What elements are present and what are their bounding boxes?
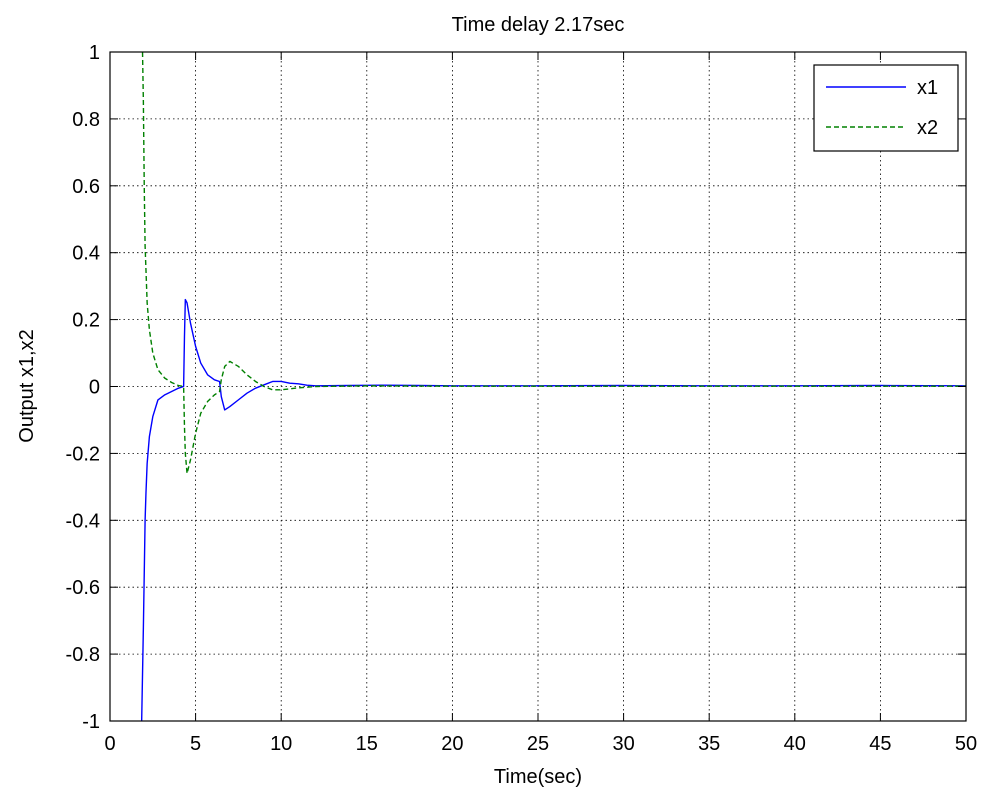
y-axis-title: Output x1,x2: [16, 329, 38, 442]
y-tick-label: -0.4: [66, 510, 100, 532]
x-tick-label: 50: [955, 733, 977, 755]
y-tick-labels: -1 -0.8 -0.6 -0.4 -0.2 0 0.2 0.4 0.6 0.8 1: [66, 42, 100, 733]
y-tick-label: -0.6: [66, 577, 100, 599]
y-tick-label: -0.8: [66, 644, 100, 666]
legend: x1 x2: [813, 64, 959, 152]
axis-ticks: [109, 51, 967, 722]
x-tick-label: 10: [270, 733, 292, 755]
y-tick-label: 0.4: [72, 243, 100, 265]
y-tick-label: 0.2: [72, 310, 100, 332]
x-tick-label: 40: [784, 733, 806, 755]
y-tick-label: 1: [89, 42, 100, 64]
x-tick-label: 25: [527, 733, 549, 755]
x-tick-label: 30: [612, 733, 634, 755]
y-tick-label: 0: [89, 377, 100, 399]
x-tick-label: 45: [869, 733, 891, 755]
y-tick-label: 0.8: [72, 109, 100, 131]
plot-series: [140, 51, 967, 722]
y-tick-label: -1: [82, 711, 100, 733]
legend-label-x2: x2: [917, 117, 938, 139]
x-tick-label: 5: [190, 733, 201, 755]
x-tick-label: 0: [104, 733, 115, 755]
chart-title: Time delay 2.17sec: [452, 14, 625, 36]
x-tick-labels: 0 5 10 15 20 25 30 35 40 45 50: [104, 733, 977, 755]
x-tick-label: 20: [441, 733, 463, 755]
y-tick-label: -0.2: [66, 443, 100, 465]
x-tick-label: 15: [356, 733, 378, 755]
legend-box: [813, 64, 959, 152]
y-tick-label: 0.6: [72, 176, 100, 198]
legend-label-x1: x1: [917, 77, 938, 99]
series-line-x2: [141, 51, 966, 475]
x-axis-title: Time(sec): [494, 766, 582, 788]
x-tick-label: 35: [698, 733, 720, 755]
